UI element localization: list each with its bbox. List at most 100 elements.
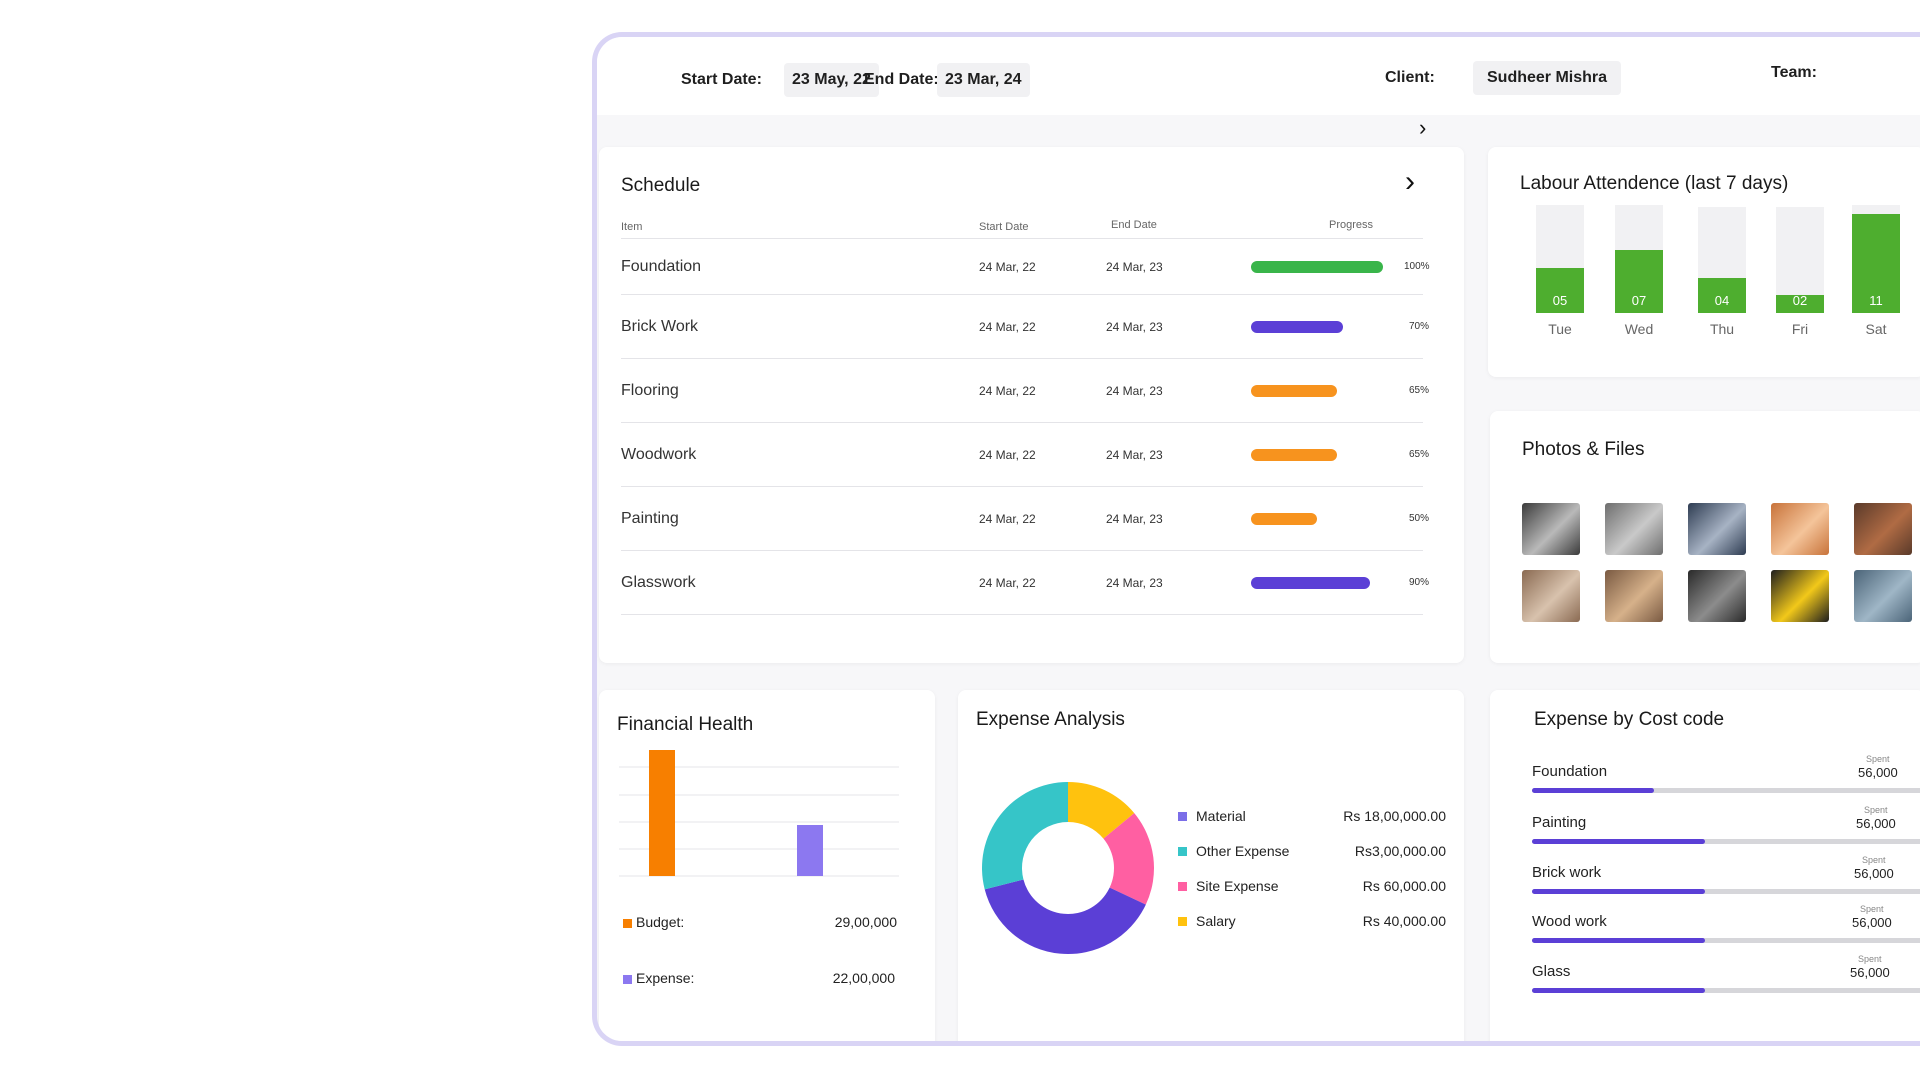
attendance-title: Labour Attendence (last 7 days) <box>1520 173 1789 194</box>
progress-percent: 100% <box>1404 260 1430 272</box>
financial-title: Financial Health <box>617 714 754 735</box>
team-label: Team: <box>1771 64 1817 81</box>
financial-health-card: Financial Health Budget: 29,00,000 Expen… <box>599 690 935 1041</box>
photos-title: Photos & Files <box>1522 439 1645 460</box>
cost-code-fill <box>1532 988 1705 993</box>
expense-legend-label: Salary <box>1196 913 1236 929</box>
expense-legend-marker <box>1178 812 1187 821</box>
expense-legend-value: Rs 40,000.00 <box>1362 913 1446 929</box>
schedule-row[interactable]: Flooring 24 Mar, 22 24 Mar, 23 65% <box>621 359 1429 423</box>
cost-code-value: 56,000 <box>1850 965 1890 980</box>
financial-bar-chart <box>619 750 899 877</box>
end-date-label: End Date: <box>864 71 939 88</box>
scaffold-photo[interactable] <box>1605 570 1663 622</box>
donut-slice-material <box>984 879 1146 954</box>
cost-code-value: 56,000 <box>1856 816 1896 831</box>
cost-code-value: 56,000 <box>1852 915 1892 930</box>
schedule-row[interactable]: Woodwork 24 Mar, 22 24 Mar, 23 65% <box>621 423 1429 487</box>
expense-legend-marker <box>1178 917 1187 926</box>
cost-code-value: 56,000 <box>1854 866 1894 881</box>
cost-code-spent-label: Spent <box>1860 904 1884 914</box>
attendance-bar: 04 <box>1698 207 1746 313</box>
cost-code-name: Foundation <box>1532 763 1608 780</box>
schedule-end-date: 24 Mar, 23 <box>1106 259 1163 274</box>
progress-percent: 65% <box>1409 384 1430 396</box>
attendance-bar: 11 <box>1852 205 1900 313</box>
schedule-start-date: 24 Mar, 22 <box>979 259 1036 274</box>
schedule-item-name: Glasswork <box>621 573 696 591</box>
schedule-row[interactable]: Foundation 24 Mar, 22 24 Mar, 23 100% <box>621 239 1430 295</box>
schedule-card: Schedule › Item Start Date End Date Prog… <box>599 147 1464 663</box>
progress-percent: 90% <box>1409 576 1430 588</box>
dashboard-frame: Start Date: 23 May, 22 End Date: 23 Mar,… <box>592 32 1920 1046</box>
cost-code-fill <box>1532 889 1705 894</box>
schedule-title: Schedule <box>621 175 701 196</box>
cost-code-fill <box>1532 839 1705 844</box>
column-item: Item <box>621 221 643 233</box>
facade-photo[interactable] <box>1688 503 1746 555</box>
schedule-end-date: 24 Mar, 23 <box>1106 319 1163 334</box>
brick-photo[interactable] <box>1854 503 1912 555</box>
schedule-row[interactable]: Painting 24 Mar, 22 24 Mar, 23 50% <box>621 487 1429 551</box>
cost-code-track <box>1532 938 1920 943</box>
chevron-right-icon[interactable]: › <box>1419 115 1427 140</box>
expense-legend-value: Rs 60,000.00 <box>1362 878 1446 894</box>
schedule-row[interactable]: Glasswork 24 Mar, 22 24 Mar, 23 90% <box>621 551 1429 615</box>
blueprint-photo[interactable] <box>1688 570 1746 622</box>
cost-code-fill <box>1532 788 1654 793</box>
end-date-field[interactable]: 23 Mar, 24 <box>937 63 1030 97</box>
cost-code-name: Painting <box>1532 814 1587 831</box>
attendance-bar: 05 <box>1536 205 1584 313</box>
cost-code-spent-label: Spent <box>1858 954 1882 964</box>
start-date-field[interactable]: 23 May, 22 <box>784 63 879 97</box>
schedule-expand-chevron-icon[interactable]: › <box>1405 165 1415 198</box>
schedule-row[interactable]: Brick Work 24 Mar, 22 24 Mar, 23 70% <box>621 295 1429 359</box>
budget-value: 29,00,000 <box>834 914 897 930</box>
schedule-item-name: Painting <box>621 509 679 527</box>
cost-code-name: Glass <box>1532 963 1571 980</box>
building-photo[interactable] <box>1522 503 1580 555</box>
attendance-day-label: Wed <box>1624 321 1654 337</box>
tower-photo[interactable] <box>1854 570 1912 622</box>
expense-legend-label: Site Expense <box>1196 878 1279 894</box>
attendance-day-label: Tue <box>1548 321 1572 337</box>
attendance-day-label: Fri <box>1791 321 1809 337</box>
expense-legend-value: Rs3,00,000.00 <box>1354 843 1446 859</box>
budget-bar <box>649 750 675 876</box>
schedule-start-date: 24 Mar, 22 <box>979 447 1036 462</box>
column-start-date: Start Date <box>979 221 1029 233</box>
cost-code-title: Expense by Cost code <box>1534 709 1725 730</box>
donut-slice-other-expense <box>982 782 1068 890</box>
schedule-end-date: 24 Mar, 23 <box>1106 447 1163 462</box>
column-progress: Progress <box>1329 219 1374 231</box>
workers-photo[interactable] <box>1522 570 1580 622</box>
expense-legend-value: Rs 18,00,000.00 <box>1343 808 1446 824</box>
cost-code-card: Expense by Cost code Foundation Spent 56,0… <box>1490 690 1920 1041</box>
progress-bar <box>1251 448 1337 461</box>
attendance-card: Labour Attendence (last 7 days) 05 Tue 07 W… <box>1488 147 1920 377</box>
attendance-count: 02 <box>1776 294 1824 313</box>
crane-photo[interactable] <box>1771 503 1829 555</box>
donut-slice-salary <box>1068 782 1135 839</box>
hardhat-photo[interactable] <box>1771 570 1829 622</box>
cost-code-spent-label: Spent <box>1864 805 1888 815</box>
cost-code-value: 56,000 <box>1858 765 1898 780</box>
start-date-label: Start Date: <box>681 71 762 88</box>
schedule-end-date: 24 Mar, 23 <box>1106 383 1163 398</box>
progress-bar <box>1251 320 1343 333</box>
site-photo[interactable] <box>1605 503 1663 555</box>
cost-code-fill <box>1532 938 1705 943</box>
attendance-count: 11 <box>1852 214 1900 313</box>
cost-code-track <box>1532 988 1920 993</box>
expense-value: 22,00,000 <box>832 970 895 986</box>
expense-donut-chart <box>982 782 1154 954</box>
expense-label: Expense: <box>636 970 695 986</box>
schedule-item-name: Foundation <box>621 257 702 275</box>
progress-bar <box>1251 512 1317 525</box>
schedule-item-name: Flooring <box>621 381 679 399</box>
expense-legend-label: Material <box>1196 808 1246 824</box>
cost-code-track <box>1532 788 1920 793</box>
schedule-end-date: 24 Mar, 23 <box>1106 511 1163 526</box>
cost-code-name: Wood work <box>1532 913 1607 930</box>
client-select[interactable]: Sudheer Mishra <box>1473 61 1622 95</box>
